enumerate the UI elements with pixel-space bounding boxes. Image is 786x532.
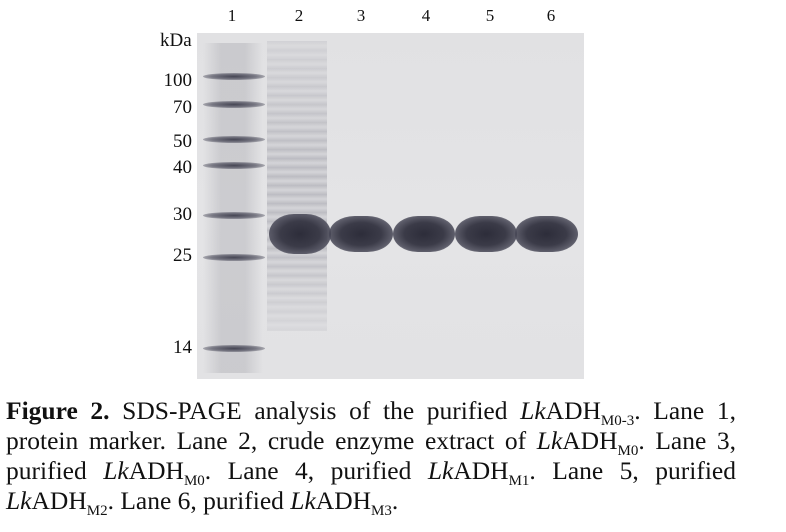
caption-text: ADH xyxy=(562,426,618,455)
caption-text: ADH xyxy=(315,486,372,515)
lane-number-6: 6 xyxy=(546,6,556,25)
sds-page-gel-image xyxy=(197,33,584,379)
marker-band-14 xyxy=(203,345,265,352)
caption-text: . Lane 6, purified xyxy=(107,486,291,515)
mw-label-70: 70 xyxy=(173,97,192,118)
lane-4-band xyxy=(393,216,455,252)
caption-text: ADH xyxy=(128,456,184,485)
caption-text: . Lane 3, purified xyxy=(6,426,737,485)
lane-number-4: 4 xyxy=(421,6,431,25)
mw-label-50: 50 xyxy=(173,131,192,152)
lane-number-3: 3 xyxy=(356,6,366,25)
lane-5-band xyxy=(455,216,517,252)
lane-3-band xyxy=(329,216,393,252)
lane-6-band xyxy=(515,216,578,252)
lane-2-main-band xyxy=(269,214,331,254)
marker-band-70 xyxy=(203,101,265,108)
caption-subscript: M0 xyxy=(617,443,639,459)
caption-italic-lk: Lk xyxy=(520,396,546,425)
lane-number-2: 2 xyxy=(294,6,304,25)
caption-subscript: M3 xyxy=(371,503,392,519)
caption-text: ADH xyxy=(453,456,509,485)
lane-1-marker-smear xyxy=(203,43,263,373)
mw-label-14: 14 xyxy=(173,337,192,358)
marker-band-30 xyxy=(203,212,265,219)
lane-2-crude-extract-smear xyxy=(267,41,327,331)
caption-text: . Lane 5, purified xyxy=(529,456,736,485)
kda-unit-label: kDa xyxy=(160,30,192,51)
mw-label-40: 40 xyxy=(173,157,192,178)
figure-caption: Figure 2. SDS-PAGE analysis of the purif… xyxy=(6,396,737,519)
marker-band-100 xyxy=(203,73,265,80)
mw-label-25: 25 xyxy=(173,245,192,266)
marker-band-25 xyxy=(203,254,265,261)
mw-label-30: 30 xyxy=(173,204,192,225)
marker-band-50 xyxy=(203,136,265,143)
caption-subscript: M0 xyxy=(183,473,205,489)
caption-italic-lk: Lk xyxy=(536,426,563,455)
caption-text: . Lane 4, purified xyxy=(204,456,428,485)
lane-number-5: 5 xyxy=(485,6,495,25)
caption-subscript: M0-3 xyxy=(600,413,635,429)
caption-text: . Lane 1, protein marker. Lane 2, crude … xyxy=(6,396,736,455)
marker-band-40 xyxy=(203,162,265,169)
caption-text: ADH xyxy=(31,486,87,515)
caption-text: SDS-PAGE analysis of the purified xyxy=(109,396,521,425)
figure-label: Figure 2. xyxy=(6,396,110,425)
caption-italic-lk: Lk xyxy=(103,456,129,485)
caption-subscript: M2 xyxy=(86,503,108,519)
caption-italic-lk: Lk xyxy=(290,486,316,515)
mw-label-100: 100 xyxy=(163,70,193,91)
caption-text: . xyxy=(391,486,399,515)
caption-text: ADH xyxy=(545,396,601,425)
lane-number-1: 1 xyxy=(227,6,237,25)
caption-italic-lk: Lk xyxy=(427,456,454,485)
caption-subscript: M1 xyxy=(508,473,530,489)
caption-italic-lk: Lk xyxy=(6,486,32,515)
